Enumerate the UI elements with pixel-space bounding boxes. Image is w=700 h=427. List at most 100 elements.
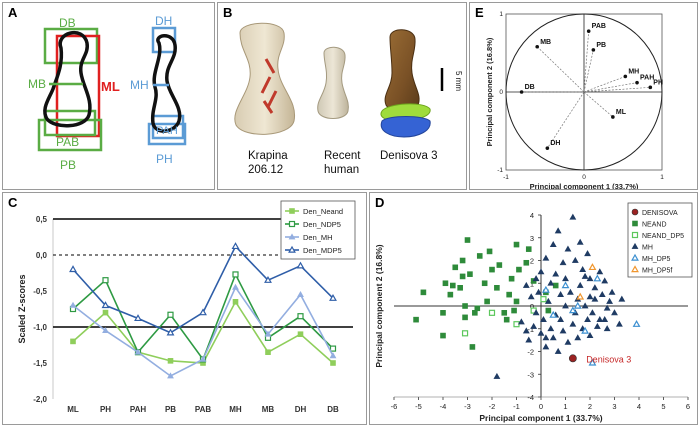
- data-point: [549, 240, 557, 247]
- data-point: [461, 330, 469, 337]
- data-point: [496, 262, 503, 268]
- data-point: [493, 372, 501, 379]
- y-tick-label: -1,5: [33, 359, 47, 368]
- label-dh: DH: [155, 14, 172, 28]
- data-point: [586, 331, 594, 338]
- y-tick-label: -1: [497, 167, 503, 174]
- panel-c-label: C: [8, 195, 18, 210]
- label-mh: MH: [130, 78, 149, 92]
- bone-outline-right: [150, 34, 182, 133]
- data-point: [530, 322, 538, 329]
- data-point: [562, 275, 569, 282]
- data-point: [608, 288, 616, 295]
- pca-scatter-chart: -6-5-4-3-2-1012345643210-1-2-3-4Principa…: [374, 202, 693, 423]
- data-point: [632, 319, 641, 327]
- data-point: [593, 274, 602, 282]
- data-point: [581, 302, 589, 309]
- y-tick-label: 2: [530, 257, 534, 266]
- data-point: [569, 213, 577, 220]
- legend-label: Den_MDP5: [303, 246, 342, 255]
- loading-vector: [583, 86, 651, 93]
- data-point: [596, 316, 604, 323]
- krapina-red-marks: [260, 58, 278, 114]
- y-tick-label: 0: [499, 89, 503, 96]
- legend-label: MH_DP5: [642, 256, 671, 263]
- data-point: [474, 305, 481, 312]
- data-point: [554, 347, 562, 354]
- x-tick-label: MB: [262, 405, 275, 414]
- data-point: [542, 334, 550, 341]
- loading-vector: [547, 91, 585, 149]
- data-point: [525, 246, 532, 252]
- data-point: [330, 360, 336, 366]
- y-tick-label: -1,0: [33, 323, 47, 332]
- data-point: [516, 266, 522, 273]
- data-point: [166, 328, 175, 336]
- data-point: [564, 245, 572, 252]
- data-point: [329, 345, 337, 352]
- label-pb: PB: [60, 158, 76, 172]
- data-point: [513, 241, 520, 248]
- panel-b: B 5 mm Krapina 206.12 Recent human Denis…: [217, 2, 467, 190]
- data-point: [541, 285, 550, 293]
- data-point: [450, 282, 456, 289]
- data-point: [559, 327, 567, 334]
- data-point: [134, 348, 142, 355]
- data-point: [472, 310, 478, 316]
- loading-label: PAB: [592, 23, 606, 30]
- data-point: [532, 275, 540, 282]
- data-point: [601, 316, 609, 323]
- x-axis-label: Principal component 1 (33.7%): [530, 182, 639, 190]
- data-point: [589, 309, 596, 316]
- data-point: [513, 298, 520, 305]
- x-tick-label: 6: [686, 402, 690, 411]
- data-point: [232, 271, 239, 278]
- data-point: [591, 284, 599, 291]
- data-point: [329, 293, 337, 301]
- recent-human-bone: [317, 46, 349, 119]
- data-point: [440, 332, 446, 339]
- loading-vector: [583, 76, 626, 93]
- data-point: [296, 261, 305, 269]
- data-point: [69, 301, 77, 308]
- data-point: [476, 253, 483, 259]
- data-point: [134, 314, 142, 322]
- y-tick-label: -2,0: [33, 395, 47, 404]
- pb-box: [37, 118, 103, 152]
- data-point: [457, 285, 463, 291]
- loading-vector: [583, 49, 594, 93]
- data-point: [545, 307, 552, 314]
- legend-marker: [632, 220, 638, 227]
- data-point: [581, 326, 590, 334]
- data-point: [102, 309, 109, 316]
- data-point: [231, 242, 240, 250]
- data-point: [552, 270, 560, 277]
- x-axis-label: Principal component 1 (33.7%): [479, 413, 602, 423]
- data-point: [101, 301, 110, 309]
- x-tick-label: PAB: [195, 405, 212, 414]
- legend-marker: [288, 245, 296, 253]
- data-point: [596, 268, 604, 275]
- loading-point: [519, 90, 524, 94]
- data-point: [598, 291, 606, 298]
- x-tick-label: 2: [588, 402, 592, 411]
- loading-vector: [536, 46, 585, 93]
- data-point: [618, 295, 626, 302]
- x-tick-label: 1: [660, 174, 664, 181]
- data-point: [462, 303, 468, 309]
- data-point: [420, 289, 427, 296]
- data-point: [508, 275, 515, 282]
- data-point: [489, 266, 495, 273]
- y-axis-label: Scaled Z-scores: [17, 274, 27, 343]
- data-point: [481, 280, 488, 287]
- y-tick-label: -3: [527, 370, 534, 379]
- panel-d: D -6-5-4-3-2-1012345643210-1-2-3-4Princi…: [369, 192, 698, 425]
- caption-recent: Recent human: [324, 149, 360, 177]
- x-tick-label: MH: [229, 405, 242, 414]
- data-point: [459, 257, 466, 264]
- data-point: [467, 271, 473, 277]
- data-point: [297, 331, 304, 337]
- legend-marker: [288, 220, 296, 228]
- x-tick-label: -1: [503, 174, 509, 181]
- data-point: [584, 250, 591, 257]
